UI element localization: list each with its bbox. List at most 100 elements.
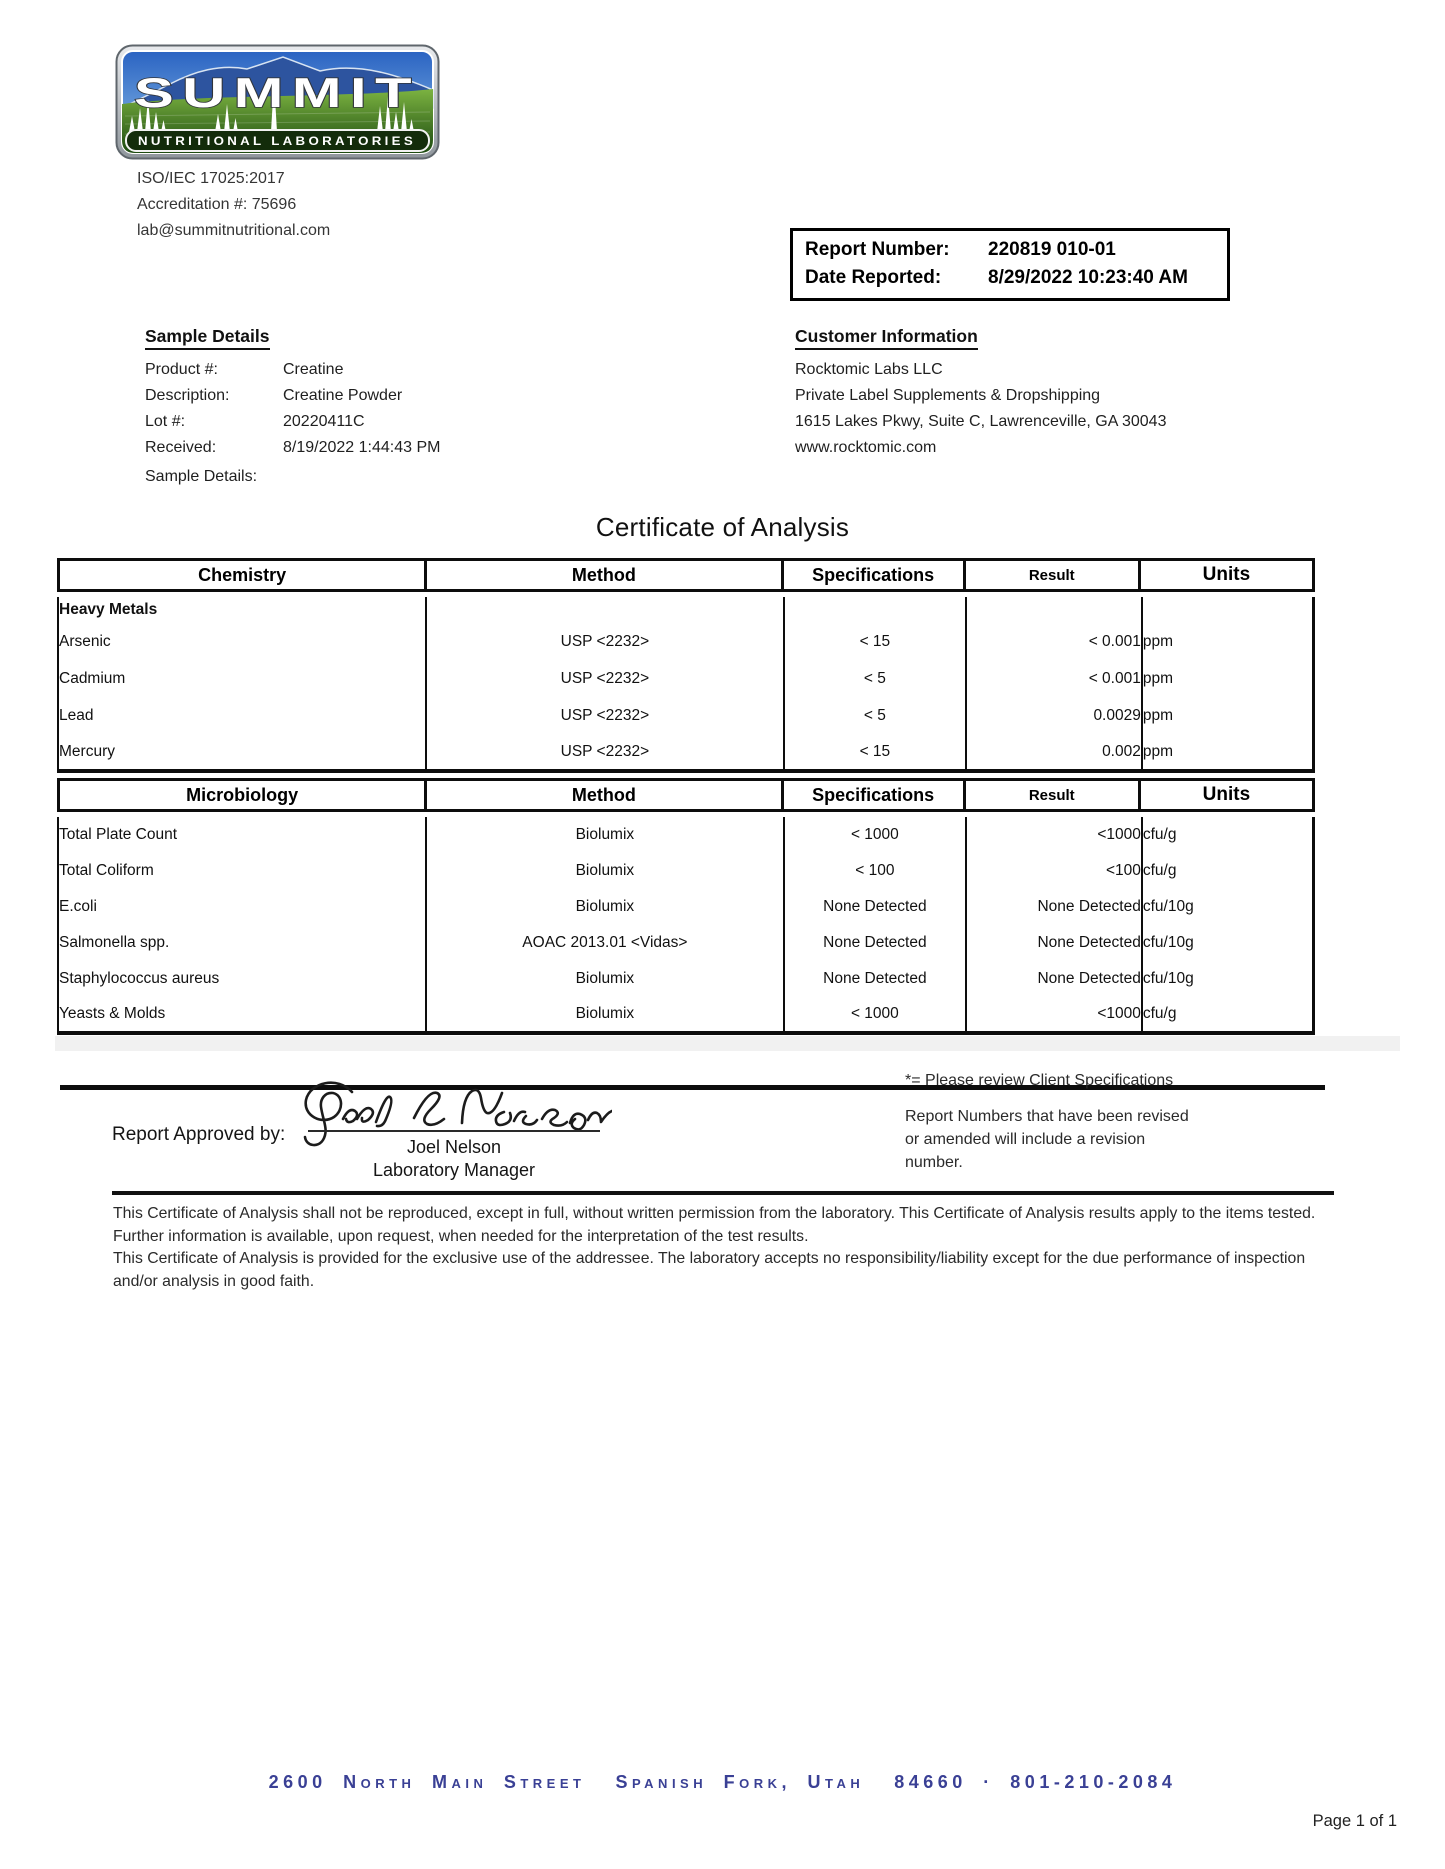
method-cell: Biolumix xyxy=(426,889,785,925)
chemistry-header-cell: Chemistry xyxy=(60,561,428,589)
units-cell: cfu/10g xyxy=(1142,970,1194,987)
method-cell: Biolumix xyxy=(426,817,785,853)
report-number-value: 220819 010-01 xyxy=(988,239,1116,260)
certificate-title: Certificate of Analysis xyxy=(595,512,850,542)
lab-address-footer: 2600 North Main Street Spanish Fork, Uta… xyxy=(268,1772,1177,1792)
peak-spikes-graphic xyxy=(129,80,414,132)
description-row: Description: Creatine Powder xyxy=(145,383,665,409)
accreditation-block: ISO/IEC 17025:2017 Accreditation #: 7569… xyxy=(137,166,330,244)
customer-name-text: Rocktomic Labs LLC xyxy=(795,361,943,378)
chemistry-table-body: Heavy Metals Arsenic USP <2232> < 15 < 0… xyxy=(57,597,1315,773)
product-number-row: Product #: Creatine xyxy=(145,357,665,383)
customer-information-section: Customer Information Rocktomic Labs LLC … xyxy=(795,326,1355,461)
units-cell: ppm xyxy=(1142,632,1174,650)
analyte-cell: Mercury xyxy=(58,734,428,771)
table-row: Arsenic USP <2232> < 15 < 0.001 ppm xyxy=(58,623,1314,660)
sample-details-title: Sample Details xyxy=(145,326,270,350)
customer-website-text: www.rocktomic.com xyxy=(795,439,937,456)
revision-note-text: Report Numbers that have been revised or… xyxy=(905,1108,1189,1171)
result-cell: None Detected xyxy=(966,925,1143,961)
report-number-label: Report Number: xyxy=(805,239,950,260)
signature-line xyxy=(308,1130,600,1132)
result-cell: None Detected xyxy=(966,889,1143,925)
lot-number-value: 20220411C xyxy=(283,413,365,430)
logo-brand-text: SUMMIT xyxy=(134,69,420,116)
analyte-cell: Cadmium xyxy=(58,660,428,697)
microbiology-table-header: Microbiology Method Specifications Resul… xyxy=(57,778,1315,812)
specifications-header-cell: Specifications xyxy=(784,561,966,589)
method-header-cell: Method xyxy=(427,781,784,809)
microbiology-header-cell: Microbiology xyxy=(60,781,428,809)
method-cell: AOAC 2013.01 <Vidas> xyxy=(426,925,785,961)
lab-email-text: lab@summitnutritional.com xyxy=(137,222,331,239)
chemistry-table-header: Chemistry Method Specifications Result U… xyxy=(57,558,1315,592)
received-label: Received: xyxy=(145,439,217,456)
analyte-cell: Arsenic xyxy=(58,623,428,660)
units-cell: ppm xyxy=(1142,742,1174,760)
product-number-value: Creatine xyxy=(283,361,344,378)
method-cell: Biolumix xyxy=(426,853,785,889)
spec-cell: None Detected xyxy=(783,889,968,925)
table-row: Mercury USP <2232> < 15 0.002 ppm xyxy=(58,734,1314,771)
analyte-cell: E.coli xyxy=(58,889,428,925)
units-cell: cfu/10g xyxy=(1142,898,1194,915)
received-value: 8/19/2022 1:44:43 PM xyxy=(283,439,441,456)
result-cell: < 0.001 xyxy=(966,623,1143,660)
disclaimer-paragraph-1: This Certificate of Analysis shall not b… xyxy=(113,1205,1316,1245)
spec-cell: < 15 xyxy=(783,734,968,771)
result-header-cell: Result xyxy=(966,561,1141,589)
disclaimer-paragraph-2: This Certificate of Analysis is provided… xyxy=(113,1250,1306,1290)
table-row: Yeasts & Molds Biolumix < 1000 <1000 cfu… xyxy=(58,997,1314,1033)
lot-number-row: Lot #: 20220411C xyxy=(145,409,665,435)
result-cell: <100 xyxy=(966,853,1143,889)
method-cell: Biolumix xyxy=(426,997,785,1033)
logo-banner-text: NUTRITIONAL LABORATORIES xyxy=(138,134,416,148)
accreditation-number-text: Accreditation #: 75696 xyxy=(137,196,297,213)
specifications-header-cell: Specifications xyxy=(784,781,966,809)
units-header-cell: Units xyxy=(1202,564,1251,585)
lot-number-label: Lot #: xyxy=(145,413,186,430)
method-header-cell: Method xyxy=(427,561,784,589)
table-row: Staphylococcus aureus Biolumix None Dete… xyxy=(58,961,1314,997)
analyte-cell: Staphylococcus aureus xyxy=(58,961,428,997)
received-row: Received: 8/19/2022 1:44:43 PM xyxy=(145,435,665,461)
spec-cell: < 15 xyxy=(783,623,968,660)
customer-tagline-text: Private Label Supplements & Dropshipping xyxy=(795,387,1101,404)
result-cell: 0.0029 xyxy=(966,697,1143,734)
approver-name-text: Joel Nelson xyxy=(406,1137,502,1157)
date-reported-value: 8/29/2022 10:23:40 AM xyxy=(988,267,1188,288)
spec-cell: < 1000 xyxy=(783,997,968,1033)
spec-cell: < 5 xyxy=(783,660,968,697)
method-cell: USP <2232> xyxy=(426,660,785,697)
analyte-cell: Yeasts & Molds xyxy=(58,997,428,1033)
units-cell: cfu/g xyxy=(1142,826,1177,843)
result-cell: None Detected xyxy=(966,961,1143,997)
result-cell: < 0.001 xyxy=(966,660,1143,697)
units-cell: ppm xyxy=(1142,706,1174,724)
analyte-cell: Salmonella spp. xyxy=(58,925,428,961)
microbiology-table-body: Total Plate Count Biolumix < 1000 <1000 … xyxy=(57,817,1315,1035)
table-row: E.coli Biolumix None Detected None Detec… xyxy=(58,889,1314,925)
description-label: Description: xyxy=(145,387,230,404)
analyte-cell: Total Plate Count xyxy=(58,817,428,853)
date-reported-row: Date Reported: 8/29/2022 10:23:40 AM xyxy=(805,264,1227,292)
description-value: Creatine Powder xyxy=(283,387,403,404)
method-cell: USP <2232> xyxy=(426,697,785,734)
result-cell: <1000 xyxy=(966,817,1143,853)
units-cell: ppm xyxy=(1142,669,1174,687)
spec-cell: None Detected xyxy=(783,961,968,997)
specifications-notes: *= Please review Client Specifications R… xyxy=(905,1072,1205,1174)
client-spec-note-text: *= Please review Client Specifications xyxy=(905,1072,1174,1089)
spec-cell: < 1000 xyxy=(783,817,968,853)
table-row: Cadmium USP <2232> < 5 < 0.001 ppm xyxy=(58,660,1314,697)
result-cell: <1000 xyxy=(966,997,1143,1033)
analyte-cell: Lead xyxy=(58,697,428,734)
table-row: Total Coliform Biolumix < 100 <100 cfu/g xyxy=(58,853,1314,889)
table-row: Salmonella spp. AOAC 2013.01 <Vidas> Non… xyxy=(58,925,1314,961)
units-cell: cfu/g xyxy=(1142,862,1177,879)
product-number-label: Product #: xyxy=(145,361,218,378)
report-approved-by-label: Report Approved by: xyxy=(112,1124,286,1145)
disclaimer-block: This Certificate of Analysis shall not b… xyxy=(113,1203,1341,1293)
scan-shade-band xyxy=(55,1036,1400,1051)
